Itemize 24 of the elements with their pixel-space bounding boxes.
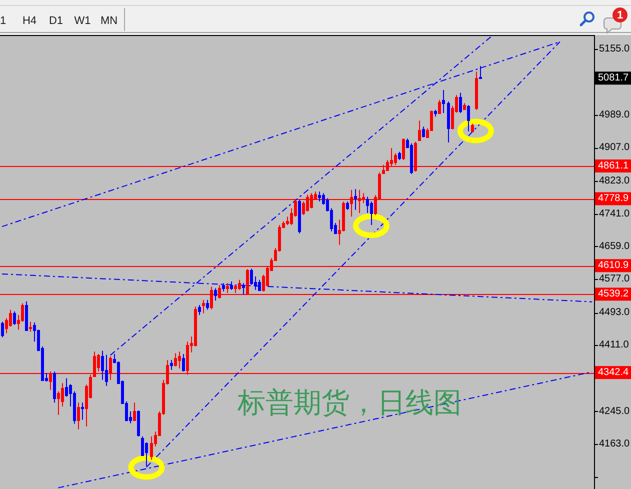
y-tick-label: 4163.0 <box>599 438 630 450</box>
y-tick-label: 4411.0 <box>599 340 630 351</box>
ref-line-label: 4342.4 <box>598 367 630 378</box>
y-tick-label: 4907.0 <box>599 142 630 154</box>
y-tick-label: 4493.0 <box>599 307 630 318</box>
annotation: 标普期货，日线图 <box>236 386 462 419</box>
ref-line-label: 4861.1 <box>598 160 630 172</box>
text: H4 <box>22 15 37 27</box>
text: W1 <box>74 15 91 27</box>
y-tick-label: 4577.0 <box>599 274 630 285</box>
y-tick-label: 4823.0 <box>599 176 630 187</box>
ref-line-label: 4610.9 <box>598 260 630 272</box>
y-tick-label: 4989.0 <box>599 110 630 121</box>
text: D1 <box>48 15 64 27</box>
annotation: 5081.7 <box>598 72 630 84</box>
ref-line-label: 4539.2 <box>598 288 630 300</box>
ref-line-label: 4778.9 <box>598 193 630 204</box>
text: 1 <box>0 15 6 27</box>
y-tick-label: 4245.0 <box>599 406 630 417</box>
y-tick-label: 5155.0 <box>599 43 630 54</box>
y-tick-label: 4741.0 <box>599 208 630 220</box>
y-tick-label: 4659.0 <box>599 240 630 252</box>
text: 1 <box>616 10 624 22</box>
text: MN <box>100 15 118 27</box>
